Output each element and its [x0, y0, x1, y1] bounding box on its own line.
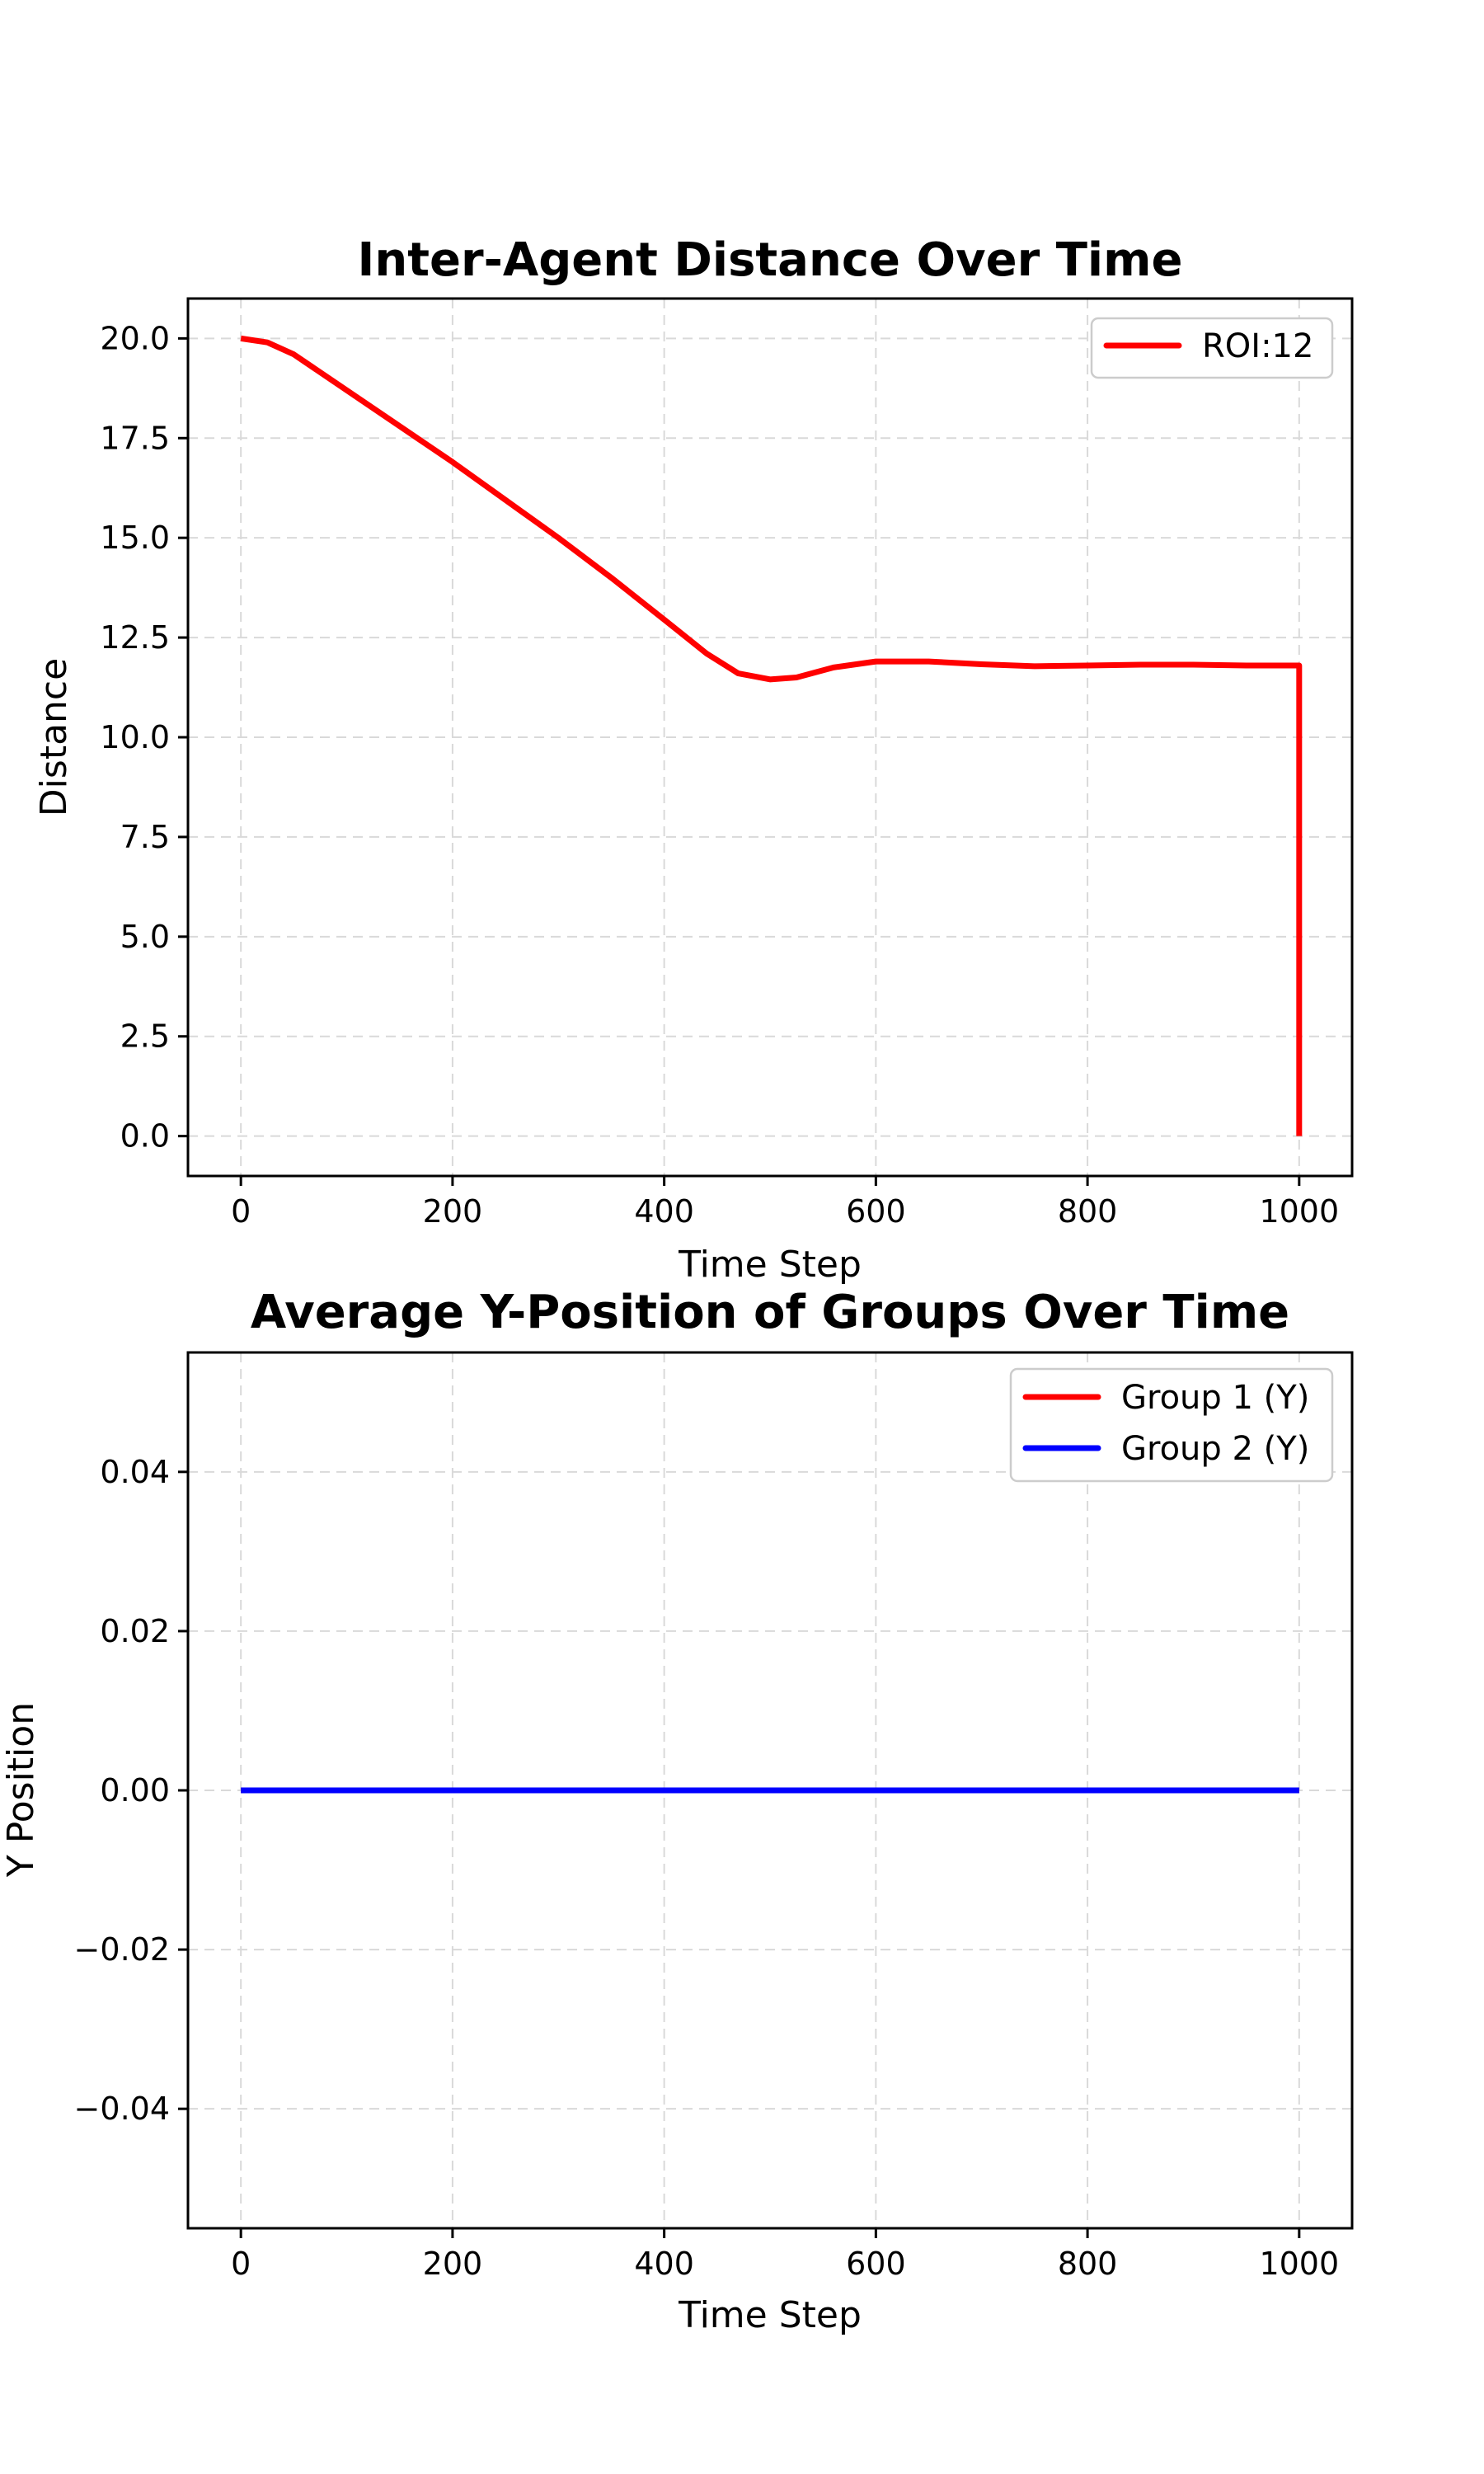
legend-label: Group 2 (Y): [1121, 1430, 1309, 1468]
x-tick-label: 1000: [1259, 2246, 1339, 2282]
chart-title: Inter-Agent Distance Over Time: [358, 233, 1183, 287]
y-tick-label: 20.0: [100, 320, 170, 356]
x-tick-label: 400: [634, 2246, 694, 2282]
x-tick-label: 200: [423, 2246, 483, 2282]
x-tick-label: 0: [231, 1193, 251, 1230]
y-axis-label: Y Position: [0, 1702, 42, 1878]
y-axis-label: Distance: [33, 658, 75, 816]
x-tick-label: 400: [634, 1193, 694, 1230]
y-tick-label: 0.00: [100, 1772, 170, 1808]
y-tick-label: 0.0: [120, 1118, 170, 1155]
y-tick-label: −0.04: [74, 2091, 170, 2127]
y-tick-label: 17.5: [100, 420, 170, 456]
y-tick-label: 12.5: [100, 619, 170, 656]
y-tick-label: 7.5: [120, 819, 170, 855]
y-tick-label: 2.5: [120, 1018, 170, 1055]
x-tick-label: 800: [1058, 1193, 1118, 1230]
y-tick-label: 0.04: [100, 1454, 170, 1490]
distance-subplot: Inter-Agent Distance Over Time 0 200 400 60…: [33, 233, 1354, 1286]
ticks: 0 200 400 600 800 1000 −0.04 −0.02 0.00 0.02 0.04: [74, 1454, 1340, 2282]
chart-title: Average Y-Position of Groups Over Time: [251, 1286, 1289, 1339]
y-position-subplot: Average Y-Position of Groups Over Time 0…: [0, 1286, 1354, 2336]
legend: ROI:12: [1090, 317, 1334, 379]
x-tick-label: 600: [846, 2246, 906, 2282]
y-tick-label: 5.0: [120, 919, 170, 955]
y-tick-label: 15.0: [100, 520, 170, 556]
legend-box: [1090, 317, 1334, 379]
legend-label: ROI:12: [1202, 327, 1313, 365]
x-tick-label: 200: [423, 1193, 483, 1230]
x-axis-label: Time Step: [678, 2294, 862, 2336]
series-layer: [240, 335, 1303, 1136]
x-tick-label: 1000: [1259, 1193, 1339, 1230]
legend-label: Group 1 (Y): [1121, 1379, 1309, 1417]
legend: Group 1 (Y) Group 2 (Y): [1009, 1367, 1334, 1483]
grid: [188, 299, 1352, 1176]
x-axis-label: Time Step: [678, 1244, 862, 1286]
x-tick-label: 600: [846, 1193, 906, 1230]
x-tick-label: 0: [231, 2246, 251, 2282]
y-tick-label: −0.02: [74, 1931, 170, 1968]
ticks: 0 200 400 600 800 1000 0.0 2.5 5.0 7.5 10.0 12.5 15.…: [100, 320, 1339, 1230]
x-tick-label: 800: [1058, 2246, 1118, 2282]
y-tick-label: 0.02: [100, 1613, 170, 1649]
series-line: [240, 335, 1303, 1136]
y-tick-label: 10.0: [100, 719, 170, 755]
